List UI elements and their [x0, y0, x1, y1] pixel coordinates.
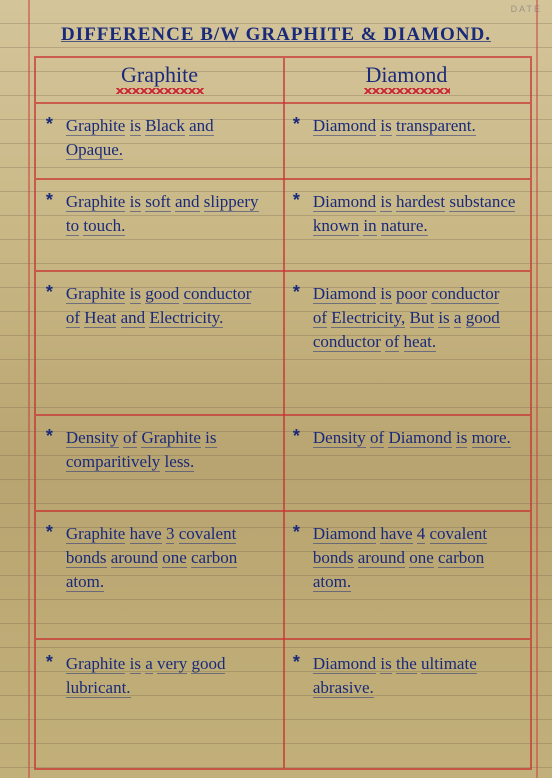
bullet-star: * — [293, 520, 300, 544]
row-divider — [36, 178, 530, 180]
page-title: DIFFERENCE B/W GRAPHITE & DIAMOND. — [0, 24, 552, 46]
right-margin-line — [536, 0, 538, 778]
row-divider — [36, 270, 530, 272]
bullet-star: * — [46, 424, 53, 448]
cell-left: * Graphite is good conductor of Heat and … — [46, 278, 273, 334]
bullet-star: * — [46, 188, 53, 212]
cell-text: Graphite is a very good lubricant. — [66, 652, 269, 700]
cell-text: Diamond is hardest substance known in na… — [313, 190, 516, 238]
row-divider — [36, 102, 530, 104]
column-heading-left: Graphite — [36, 62, 283, 94]
cell-left: * Graphite have 3 covalent bonds around o… — [46, 518, 273, 598]
comparison-table: Graphite Diamond * Graphite is Black and … — [34, 56, 532, 770]
heading-text: Diamond — [366, 62, 448, 87]
bullet-star: * — [293, 188, 300, 212]
cell-right: * Diamond is the ultimate abrasive. — [293, 648, 520, 704]
cell-text: Diamond is transparent. — [313, 114, 516, 138]
cell-text: Graphite have 3 covalent bonds around on… — [66, 522, 269, 594]
cell-text: Density of Graphite is comparitively les… — [66, 426, 269, 474]
cell-right: * Diamond is poor conductor of Electricit… — [293, 278, 520, 358]
cell-text: Diamond have 4 covalent bonds around one… — [313, 522, 516, 594]
row-divider — [36, 414, 530, 416]
vertical-divider — [283, 58, 285, 768]
cell-right: * Diamond is transparent. — [293, 110, 520, 142]
cell-left: * Graphite is soft and slippery to touch. — [46, 186, 273, 242]
bullet-star: * — [46, 112, 53, 136]
cell-text: Graphite is soft and slippery to touch. — [66, 190, 269, 238]
bullet-star: * — [46, 280, 53, 304]
bullet-star: * — [293, 650, 300, 674]
cell-right: * Density of Diamond is more. — [293, 422, 520, 454]
bullet-star: * — [293, 280, 300, 304]
heading-text: Graphite — [121, 62, 198, 87]
left-margin-line — [28, 0, 30, 778]
bullet-star: * — [46, 520, 53, 544]
cell-left: * Density of Graphite is comparitively le… — [46, 422, 273, 478]
row-divider — [36, 638, 530, 640]
cell-text: Diamond is the ultimate abrasive. — [313, 652, 516, 700]
notebook-paper: DATE DIFFERENCE B/W GRAPHITE & DIAMOND. … — [0, 0, 552, 778]
cell-left: * Graphite is Black and Opaque. — [46, 110, 273, 166]
cell-text: Diamond is poor conductor of Electricity… — [313, 282, 516, 354]
row-divider — [36, 510, 530, 512]
cell-text: Graphite is good conductor of Heat and E… — [66, 282, 269, 330]
cell-right: * Diamond have 4 covalent bonds around on… — [293, 518, 520, 598]
cell-text: Density of Diamond is more. — [313, 426, 516, 450]
column-heading-right: Diamond — [283, 62, 530, 94]
cell-left: * Graphite is a very good lubricant. — [46, 648, 273, 704]
bullet-star: * — [293, 424, 300, 448]
wavy-underline-right — [364, 88, 450, 94]
cell-right: * Diamond is hardest substance known in n… — [293, 186, 520, 242]
bullet-star: * — [293, 112, 300, 136]
wavy-underline-left — [116, 88, 204, 94]
cell-text: Graphite is Black and Opaque. — [66, 114, 269, 162]
bullet-star: * — [46, 650, 53, 674]
